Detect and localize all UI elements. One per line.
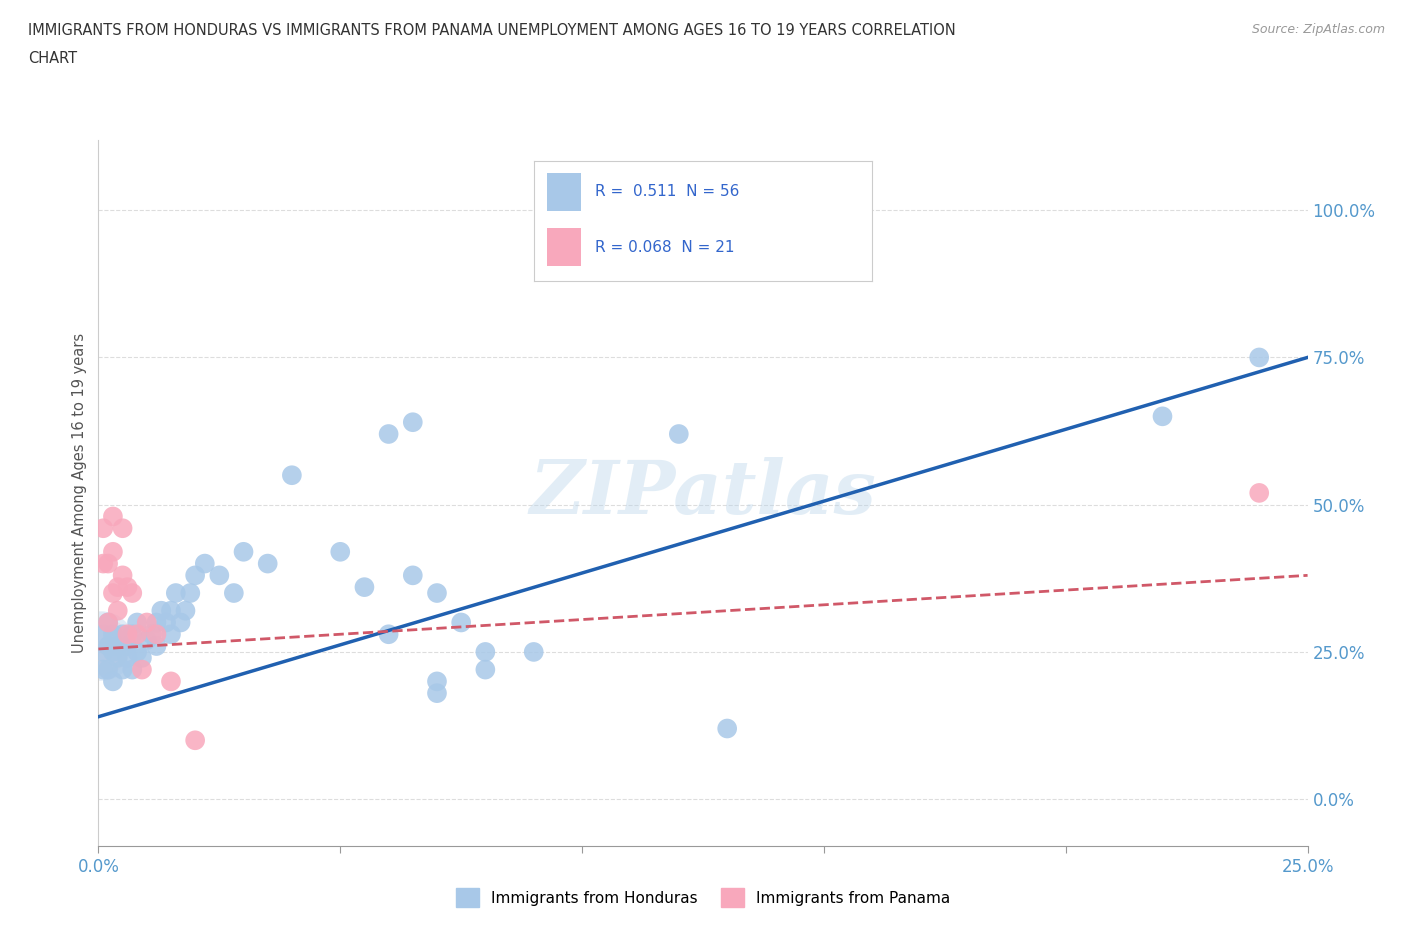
Point xyxy=(97,662,120,677)
Point xyxy=(117,650,139,665)
Point xyxy=(426,674,449,689)
Point xyxy=(117,579,139,594)
Point xyxy=(121,586,143,601)
Point xyxy=(127,615,149,630)
Point xyxy=(160,604,183,618)
Point xyxy=(450,615,472,630)
Point xyxy=(474,644,496,659)
Point xyxy=(111,662,134,677)
Point xyxy=(97,615,120,630)
Point xyxy=(127,627,149,642)
Point xyxy=(127,644,149,659)
Point xyxy=(402,568,425,583)
Point xyxy=(668,427,690,442)
Point xyxy=(111,521,134,536)
Point xyxy=(91,556,114,571)
Point xyxy=(101,674,124,689)
Point xyxy=(111,568,134,583)
Point xyxy=(91,662,114,677)
Point xyxy=(101,544,124,559)
Point xyxy=(194,556,217,571)
Point xyxy=(97,556,120,571)
Point xyxy=(91,644,114,659)
Point xyxy=(101,627,124,642)
Point xyxy=(121,627,143,642)
Point xyxy=(97,615,120,630)
Point xyxy=(716,721,738,736)
Point xyxy=(101,644,124,659)
Point xyxy=(90,639,112,654)
Point xyxy=(107,650,129,665)
Point xyxy=(107,604,129,618)
Point xyxy=(281,468,304,483)
Legend: Immigrants from Honduras, Immigrants from Panama: Immigrants from Honduras, Immigrants fro… xyxy=(450,883,956,913)
Point xyxy=(160,674,183,689)
Point xyxy=(101,586,124,601)
Point xyxy=(353,579,375,594)
Point xyxy=(135,632,157,647)
Point xyxy=(135,615,157,630)
Point xyxy=(131,662,153,677)
Point xyxy=(145,615,167,630)
Text: ZIPatlas: ZIPatlas xyxy=(530,457,876,529)
Point xyxy=(426,685,449,700)
Point xyxy=(101,509,124,524)
Point xyxy=(377,427,399,442)
Point xyxy=(1249,350,1271,365)
Point xyxy=(179,586,201,601)
Point xyxy=(145,627,167,642)
Point xyxy=(402,415,425,430)
Point xyxy=(426,586,449,601)
Point xyxy=(1249,485,1271,500)
Point xyxy=(256,556,278,571)
Point xyxy=(184,733,207,748)
Point xyxy=(208,568,231,583)
Text: CHART: CHART xyxy=(28,51,77,66)
Point xyxy=(155,615,177,630)
Point xyxy=(145,639,167,654)
Point xyxy=(117,627,139,642)
Point xyxy=(160,627,183,642)
Point xyxy=(97,639,120,654)
Text: Source: ZipAtlas.com: Source: ZipAtlas.com xyxy=(1251,23,1385,36)
Point xyxy=(121,662,143,677)
Point xyxy=(169,615,191,630)
Point xyxy=(90,639,112,654)
Point xyxy=(107,639,129,654)
Text: IMMIGRANTS FROM HONDURAS VS IMMIGRANTS FROM PANAMA UNEMPLOYMENT AMONG AGES 16 TO: IMMIGRANTS FROM HONDURAS VS IMMIGRANTS F… xyxy=(28,23,956,38)
Point xyxy=(165,586,187,601)
Point xyxy=(232,544,254,559)
Y-axis label: Unemployment Among Ages 16 to 19 years: Unemployment Among Ages 16 to 19 years xyxy=(72,333,87,653)
Point xyxy=(111,627,134,642)
Point xyxy=(117,639,139,654)
Point xyxy=(91,521,114,536)
Point xyxy=(174,604,197,618)
Point xyxy=(222,586,245,601)
Point xyxy=(107,579,129,594)
Point xyxy=(474,662,496,677)
Point xyxy=(1152,409,1174,424)
Point xyxy=(150,604,173,618)
Point xyxy=(141,627,163,642)
Point xyxy=(184,568,207,583)
Point xyxy=(91,627,114,642)
Point xyxy=(377,627,399,642)
Point xyxy=(523,644,546,659)
Point xyxy=(131,650,153,665)
Point xyxy=(329,544,352,559)
